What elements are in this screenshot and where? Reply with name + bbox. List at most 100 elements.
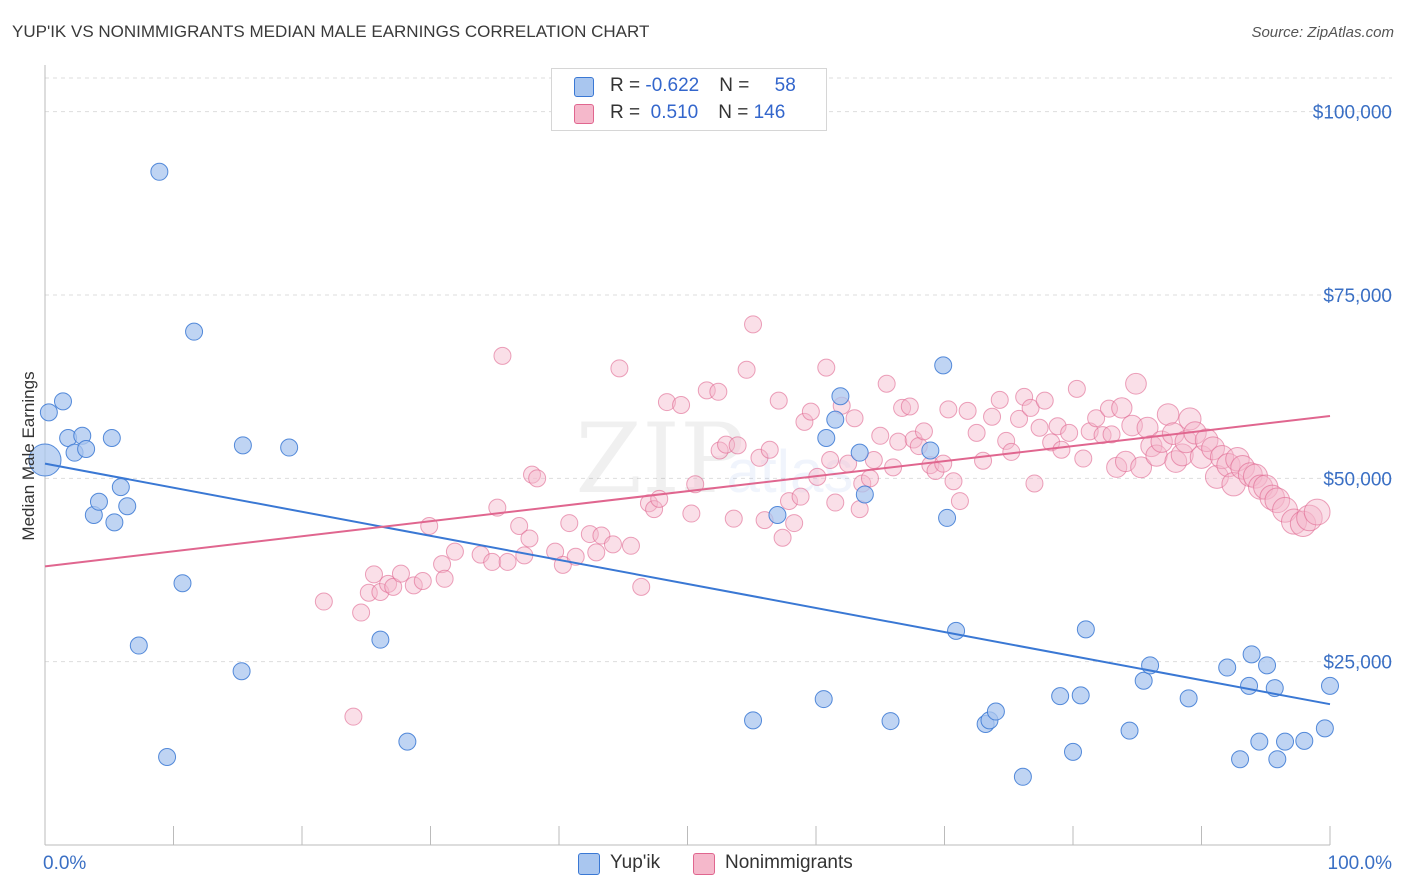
yupik-point <box>1258 656 1277 675</box>
yupik-point <box>158 748 177 766</box>
nonimmigrants-point <box>893 398 912 417</box>
yupik-point <box>1240 676 1259 695</box>
nonimmigrants-point <box>1296 504 1323 532</box>
yupik-swatch <box>574 77 594 97</box>
nonimmigrants-point <box>1230 454 1255 480</box>
nonimmigrants-point <box>610 359 629 378</box>
yupik-legend-swatch <box>578 853 600 875</box>
nonimmigrants-point <box>826 493 845 512</box>
yupik-point <box>150 162 169 181</box>
yupik-point <box>934 356 953 375</box>
yupik-point <box>1231 750 1250 769</box>
yupik-point <box>77 440 96 458</box>
nonimmigrants-point <box>1010 409 1029 428</box>
watermark-atlas: atlas <box>727 438 854 505</box>
nonimmigrants-point <box>724 509 743 528</box>
nonimmigrants-point <box>493 346 512 365</box>
nonimmigrants-point <box>1164 450 1188 473</box>
yupik-point <box>233 436 252 455</box>
yupik-point <box>39 403 58 422</box>
nonimmigrants-point <box>821 451 840 469</box>
tick-labels: $25,000 $50,000 $75,000 $100,000 0.0% 100.0% <box>43 103 1392 874</box>
nonimmigrants-point <box>785 514 804 533</box>
nonimmigrants-point <box>621 536 640 555</box>
nonimmigrants-point <box>560 514 579 533</box>
yupik-point <box>1134 671 1153 690</box>
nonimmigrants-point <box>632 577 651 596</box>
nonimmigrants-point <box>379 574 398 593</box>
yupik-point <box>398 732 417 751</box>
nonimmigrants-point <box>1201 436 1225 461</box>
nonimmigrants-point <box>845 409 864 428</box>
gridlines <box>45 77 1392 663</box>
r-label: R = <box>610 75 646 96</box>
legend-row-yupik: R = -0.622 N = 58 <box>574 75 796 99</box>
nonimmigrants-point <box>566 547 585 566</box>
yupik-point <box>814 690 833 709</box>
nonimmigrants-point <box>967 423 986 442</box>
nonimmigrants-point <box>510 517 529 535</box>
nonimmigrants-point <box>528 469 547 488</box>
legend-row-nonimmigrants: R = 0.510 N = 146 <box>574 102 785 126</box>
yupik-point <box>1076 620 1095 639</box>
yupik-point <box>921 441 940 460</box>
nonimmigrants-point <box>760 440 779 459</box>
nonimmigrants-point <box>983 407 1002 426</box>
nonimmigrants-point <box>404 576 423 595</box>
nonimmigrants-point <box>603 535 622 554</box>
nonimmigrants-point <box>1156 403 1180 426</box>
nonimmigrants-point <box>1035 391 1054 410</box>
nonimmigrants-point <box>580 525 599 544</box>
y-tick-label: $100,000 <box>1313 103 1392 124</box>
n-label: N = <box>718 102 754 123</box>
yupik-point <box>1179 689 1198 708</box>
nonimmigrants-point <box>314 592 333 611</box>
yupik-point <box>102 429 121 447</box>
nonimmigrants-point <box>587 543 606 562</box>
yupik-point <box>986 702 1005 721</box>
nonimmigrants-point <box>860 469 879 488</box>
nonimmigrants-point <box>682 504 701 523</box>
nonimmigrants-point <box>1303 498 1331 526</box>
yupik-point <box>1064 742 1082 761</box>
nonimmigrants-point <box>889 432 908 451</box>
nonimmigrants-points <box>314 315 1331 726</box>
yupik-point <box>28 443 62 477</box>
nonimmigrants-point <box>697 381 716 400</box>
nonimmigrants-point <box>950 492 969 511</box>
nonimmigrants-point <box>1174 430 1198 454</box>
nonimmigrants-point <box>1170 443 1194 467</box>
yupik-point <box>53 392 72 411</box>
yupik-point <box>768 506 787 524</box>
nonimmigrants-point <box>1021 398 1040 417</box>
yupik-point <box>938 508 957 527</box>
nonimmigrants-point <box>871 426 890 445</box>
nonimmigrants-point <box>1102 425 1121 444</box>
nonimmigrants-point <box>934 454 953 473</box>
nonimmigrants-point <box>1111 397 1133 419</box>
y-tick-label: $25,000 <box>1323 653 1392 674</box>
nonimmigrants-point <box>1125 372 1147 395</box>
nonimmigrants-point <box>1210 445 1235 470</box>
nonimmigrants-point <box>817 358 836 377</box>
x-tick-label-max: 100.0% <box>1328 853 1393 874</box>
chart-title: YUP'IK VS NONIMMIGRANTS MEDIAN MALE EARN… <box>12 22 650 41</box>
yupik-legend-label: Yup'ik <box>610 852 661 873</box>
nonimmigrants-point <box>709 382 728 401</box>
nonimmigrants-point <box>1130 456 1153 479</box>
watermark-zip: ZIP <box>575 403 744 515</box>
nonimmigrants-legend-label: Nonimmigrants <box>725 852 853 873</box>
nonimmigrants-point <box>1060 423 1079 442</box>
nonimmigrants-point <box>795 412 814 431</box>
nonimmigrants-point <box>801 402 820 421</box>
yupik-point <box>831 387 850 406</box>
yupik-point <box>111 478 130 497</box>
nonimmigrants-point <box>520 529 539 548</box>
nonimmigrants-point <box>1087 409 1106 428</box>
yupik-point <box>280 438 299 457</box>
nonimmigrants-point <box>769 391 788 410</box>
yupik-point <box>1013 767 1032 786</box>
nonimmigrants-point <box>435 569 454 588</box>
nonimmigrants-point <box>997 431 1016 450</box>
